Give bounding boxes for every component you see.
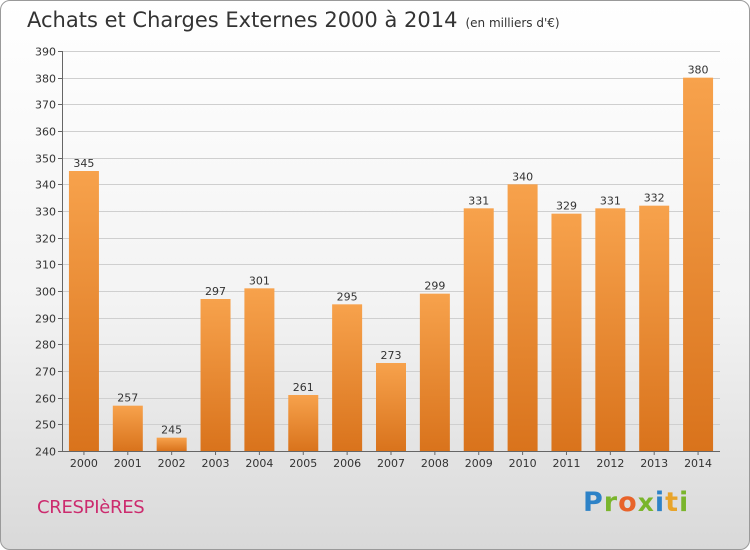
bar-2012 (595, 208, 626, 451)
y-tick-label: 380 (35, 73, 56, 86)
value-label-2006: 295 (337, 290, 358, 303)
x-tick-label-2014: 2014 (684, 457, 712, 470)
value-label-2009: 331 (468, 194, 489, 207)
value-label-2008: 299 (424, 280, 445, 293)
y-tick-label: 330 (35, 206, 56, 219)
bar-2013 (639, 205, 670, 451)
x-tick-label-2009: 2009 (465, 457, 493, 470)
bar-2002 (156, 437, 187, 451)
y-tick-label: 280 (35, 339, 56, 352)
labels: 240 250 260 270 280 290 300 310 320 330 340 350 360 3… (35, 46, 712, 471)
x-tick-label-2011: 2011 (552, 457, 580, 470)
x-tick-label-2002: 2002 (158, 457, 186, 470)
value-label-2013: 332 (644, 192, 665, 205)
y-tick-label: 260 (35, 393, 56, 406)
x-tick-label-2010: 2010 (509, 457, 537, 470)
x-tick-label-2000: 2000 (70, 457, 98, 470)
y-tick-label: 350 (35, 153, 56, 166)
bar-2003 (200, 299, 231, 451)
bar-2004 (244, 288, 275, 451)
y-tick-label: 340 (35, 179, 56, 192)
x-tick-label-2013: 2013 (640, 457, 668, 470)
y-tick-label: 300 (35, 286, 56, 299)
y-tick-label: 240 (35, 446, 56, 459)
axes (58, 51, 720, 455)
x-tick-label-2007: 2007 (377, 457, 405, 470)
x-tick-label-2004: 2004 (245, 457, 273, 470)
y-tick-label: 290 (35, 313, 56, 326)
x-tick-label-2005: 2005 (289, 457, 317, 470)
bar-2006 (332, 304, 363, 451)
value-label-2000: 345 (73, 157, 94, 170)
chart-unit: (en milliers d'€) (465, 16, 560, 30)
y-tick-label: 270 (35, 366, 56, 379)
bar-2001 (112, 405, 143, 451)
x-tick-label-2008: 2008 (421, 457, 449, 470)
value-label-2007: 273 (381, 349, 402, 362)
value-label-2010: 340 (512, 170, 533, 183)
bar-2010 (507, 184, 538, 452)
x-tick-label-2012: 2012 (596, 457, 624, 470)
y-tick-label: 250 (35, 419, 56, 432)
commune-name: CRESPIèRES (37, 497, 145, 518)
bar-2011 (551, 213, 582, 451)
value-label-2005: 261 (293, 381, 314, 394)
bar-2005 (288, 395, 319, 451)
x-tick-label-2003: 2003 (202, 457, 230, 470)
y-tick-label: 310 (35, 259, 56, 272)
chart-title-block: Achats et Charges Externes 2000 à 2014 (e… (27, 8, 560, 32)
x-tick-label-2001: 2001 (114, 457, 142, 470)
proxiti-logo: Proxiti (583, 487, 690, 518)
value-label-2004: 301 (249, 274, 270, 287)
bar-2014 (683, 77, 714, 452)
y-tick-label: 370 (35, 99, 56, 112)
value-label-2012: 331 (600, 194, 621, 207)
bar-2008 (419, 293, 450, 451)
value-label-2014: 380 (688, 64, 709, 77)
bar-2000 (68, 171, 99, 451)
y-tick-label: 390 (35, 46, 56, 59)
y-tick-label: 320 (35, 233, 56, 246)
x-tick-label-2006: 2006 (333, 457, 361, 470)
bar-2007 (376, 363, 406, 451)
chart-title: Achats et Charges Externes 2000 à 2014 (27, 8, 458, 32)
y-tick-label: 360 (35, 126, 56, 139)
value-label-2003: 297 (205, 285, 226, 298)
bar-2009 (463, 208, 494, 451)
bars (68, 77, 714, 452)
value-label-2002: 245 (161, 424, 182, 437)
value-label-2001: 257 (117, 392, 138, 405)
value-label-2011: 329 (556, 200, 577, 213)
